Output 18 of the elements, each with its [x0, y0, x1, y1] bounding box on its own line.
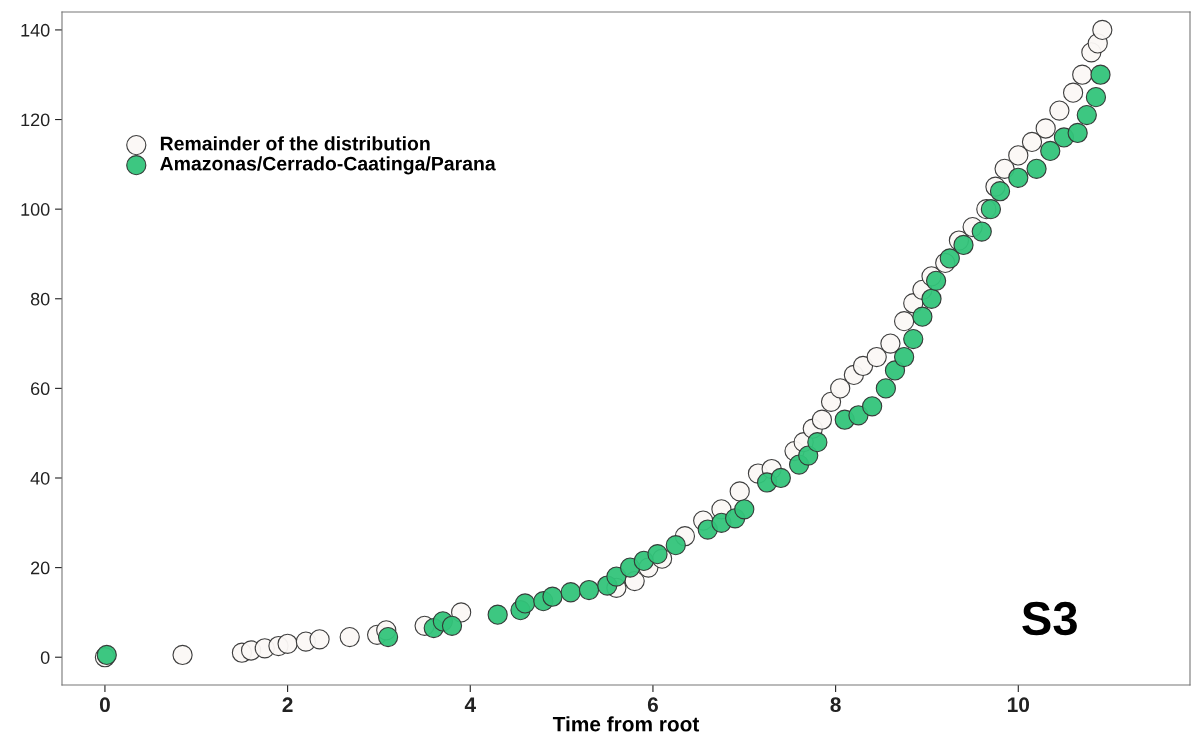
x-tick-label: 2: [282, 697, 293, 712]
y-tick-label: 40: [30, 471, 50, 485]
y-tick-label: 20: [31, 561, 50, 575]
legend-label: Amazonas/Cerrado-Caatinga/Parana: [160, 156, 496, 175]
x-tick-label: 4: [464, 697, 476, 712]
y-tick-label: 100: [21, 203, 50, 216]
legend-label: Remainder of the distribution: [160, 136, 430, 151]
x-tick-label: 6: [647, 697, 658, 713]
annotation: S3: [1022, 601, 1077, 636]
x-tick-label: 8: [830, 697, 841, 713]
y-tick-label: 120: [21, 113, 50, 127]
y-tick-label: 140: [21, 23, 50, 37]
y-tick-label: 60: [31, 382, 50, 396]
x-tick-label: 10: [1008, 697, 1030, 713]
x-tick-label: 0: [99, 697, 110, 713]
y-tick-label: 0: [40, 651, 50, 664]
x-axis-title: Time from root: [552, 716, 700, 732]
y-tick-label: 80: [30, 292, 50, 306]
